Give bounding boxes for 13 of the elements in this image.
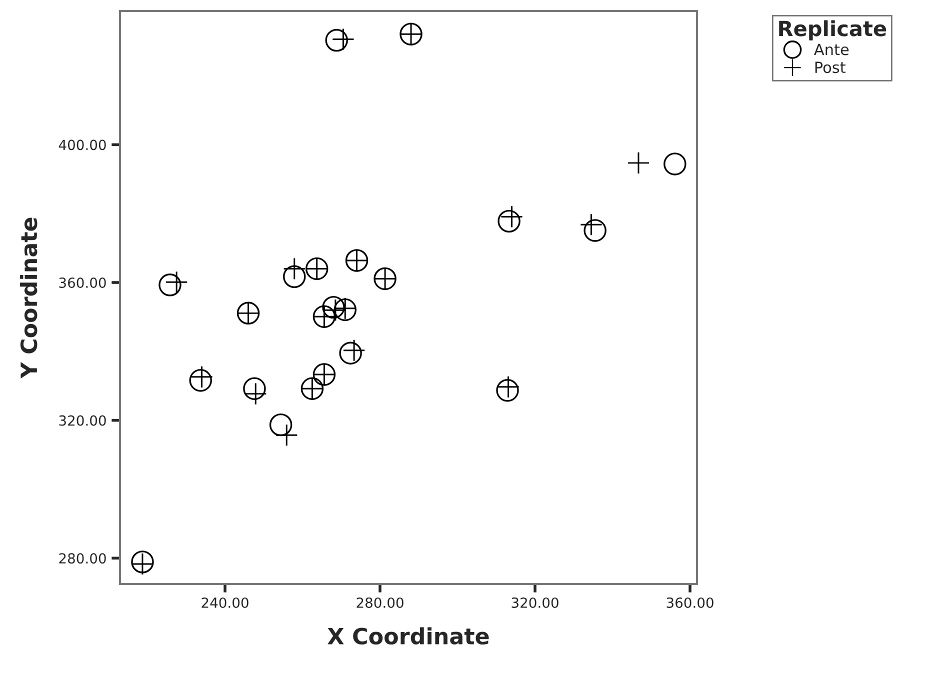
y-axis-title: Y Coordinate [20, 218, 38, 379]
legend-title: Replicate [779, 20, 886, 40]
x-tick-label: 240.00 [202, 597, 248, 608]
x-axis-title: X Coordinate [328, 627, 489, 645]
legend-label: Post [815, 62, 846, 74]
y-tick-label: 400.00 [58, 140, 106, 150]
x-tick-label: 280.00 [356, 597, 404, 608]
y-tick-label: 280.00 [59, 553, 106, 564]
y-tick-label: 320.00 [59, 415, 106, 426]
x-tick-label: 360.00 [666, 597, 714, 608]
y-tick-label: 360.00 [59, 277, 106, 288]
legend-label: Ante [814, 44, 849, 56]
x-tick-label: 320.00 [512, 597, 558, 608]
